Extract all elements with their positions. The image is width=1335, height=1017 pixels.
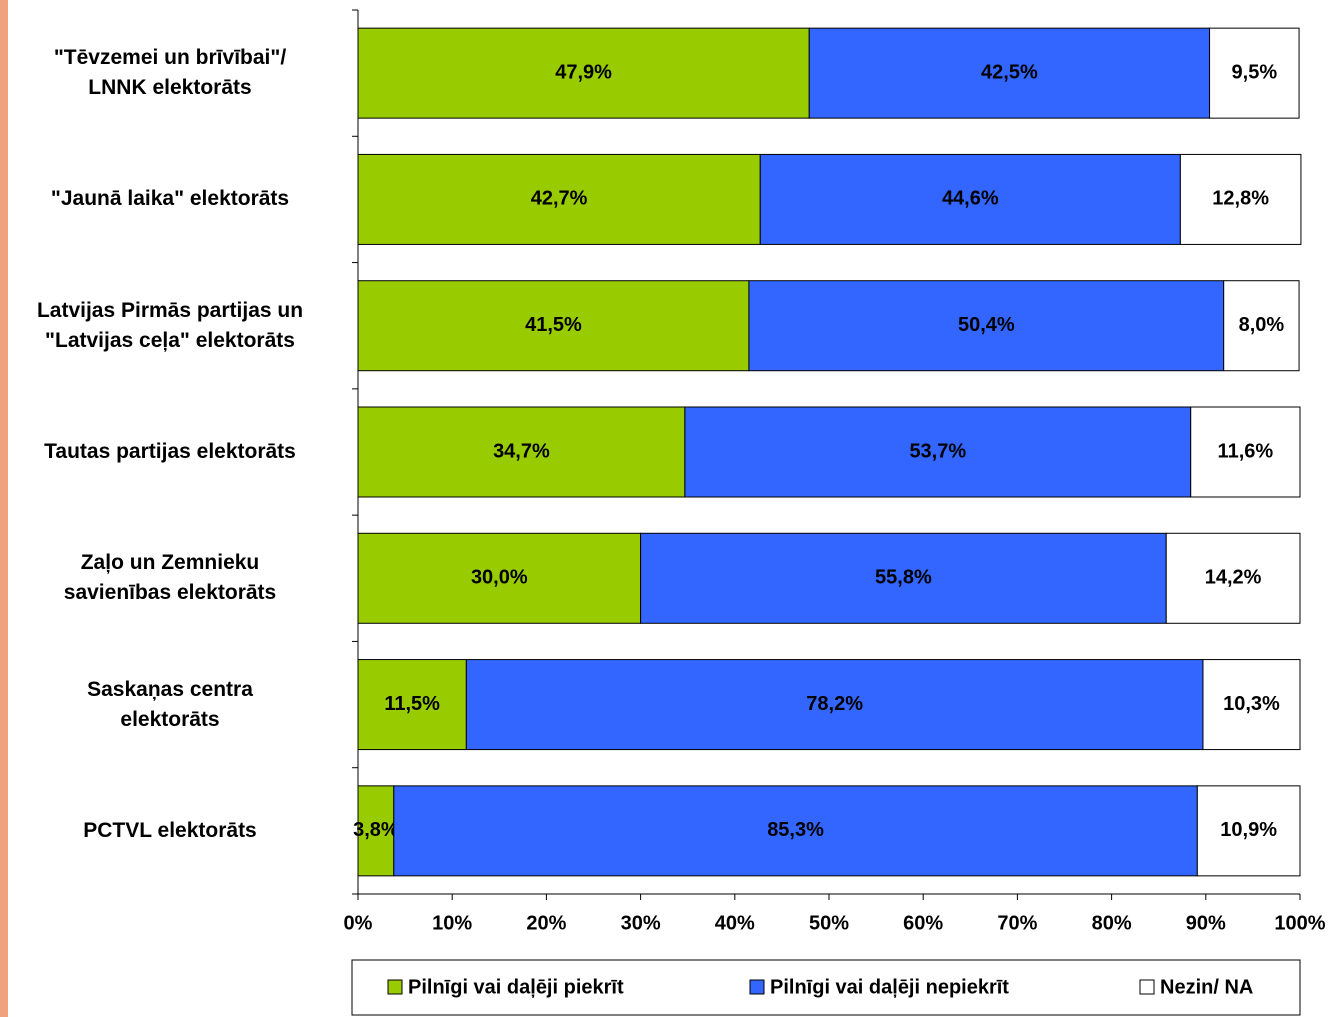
value-label: 14,2% (1205, 567, 1262, 589)
bar-segment (1165, 532, 1301, 624)
x-tick-label: 100% (1274, 912, 1325, 934)
x-tick-label: 70% (997, 912, 1037, 934)
category-label: Tautas partijas elektorāts (44, 440, 296, 463)
x-tick-label: 30% (621, 912, 661, 934)
x-tick-label: 50% (809, 912, 849, 934)
value-label: 42,7% (531, 188, 588, 210)
legend-label: Pilnīgi vai daļēji piekrīt (408, 976, 624, 998)
legend-swatch (387, 979, 403, 995)
bar-segment (808, 27, 1211, 119)
value-label: 85,3% (767, 819, 824, 841)
x-tick-label: 10% (432, 912, 472, 934)
value-label: 42,5% (981, 61, 1038, 83)
value-label: 34,7% (493, 440, 550, 462)
legend-swatch (749, 979, 765, 995)
category-label: Latvijas Pirmās partijas un "Latvijas ce… (36, 298, 304, 352)
bar-segment (1209, 27, 1300, 119)
bar-segment (357, 27, 810, 119)
legend-swatch (1139, 979, 1155, 995)
value-label: 12,8% (1212, 188, 1269, 210)
value-label: 8,0% (1239, 314, 1285, 336)
value-label: 30,0% (471, 567, 528, 589)
category-label: PCTVL elektorāts (83, 818, 257, 842)
value-label: 55,8% (875, 567, 932, 589)
bar-segment (357, 406, 686, 498)
value-label: 11,6% (1218, 440, 1274, 462)
legend-label: Pilnīgi vai daļēji nepiekrīt (770, 976, 1009, 998)
bar-segment (1190, 406, 1301, 498)
x-tick-label: 40% (715, 912, 755, 934)
category-label: "Jaunā laika" elektorāts (50, 187, 290, 211)
bar-segment (748, 280, 1225, 372)
x-tick-label: 80% (1092, 912, 1132, 934)
legend-label: Nezin/ NA (1160, 976, 1253, 998)
bar-segment (640, 532, 1167, 624)
bar-segment (1179, 153, 1302, 245)
category-label: "Tēvzemei un brīvībai"/ LNNK elektorāts (53, 46, 287, 100)
value-label: 10,3% (1223, 693, 1280, 715)
value-label: 78,2% (806, 693, 863, 715)
category-label: Zaļo un Zemnieku savienības elektorāts (63, 551, 277, 605)
value-label: 47,9% (555, 61, 612, 83)
value-label: 41,5% (525, 314, 582, 336)
bar-segment (357, 280, 750, 372)
bar-segment (1202, 659, 1301, 751)
bar-segment (1223, 280, 1300, 372)
x-tick-label: 60% (903, 912, 943, 934)
bar-segment (465, 659, 1204, 751)
value-label: 44,6% (942, 188, 999, 210)
bar-segment (393, 785, 1198, 877)
side-strip (0, 0, 8, 1017)
value-label: 53,7% (909, 440, 966, 462)
value-label: 9,5% (1232, 61, 1278, 83)
value-label: 11,5% (384, 693, 440, 715)
x-tick-label: 20% (526, 912, 566, 934)
category-label: Saskaņas centra elektorāts (87, 677, 253, 731)
x-tick-label: 0% (344, 912, 373, 934)
bar-segment (357, 659, 467, 751)
x-tick-label: 90% (1186, 912, 1226, 934)
bar-segment (759, 153, 1181, 245)
value-label: 10,9% (1220, 819, 1277, 841)
value-label: 3,8% (353, 819, 399, 841)
bar-segment (357, 532, 642, 624)
value-label: 50,4% (958, 314, 1015, 336)
bar-segment (1196, 785, 1301, 877)
